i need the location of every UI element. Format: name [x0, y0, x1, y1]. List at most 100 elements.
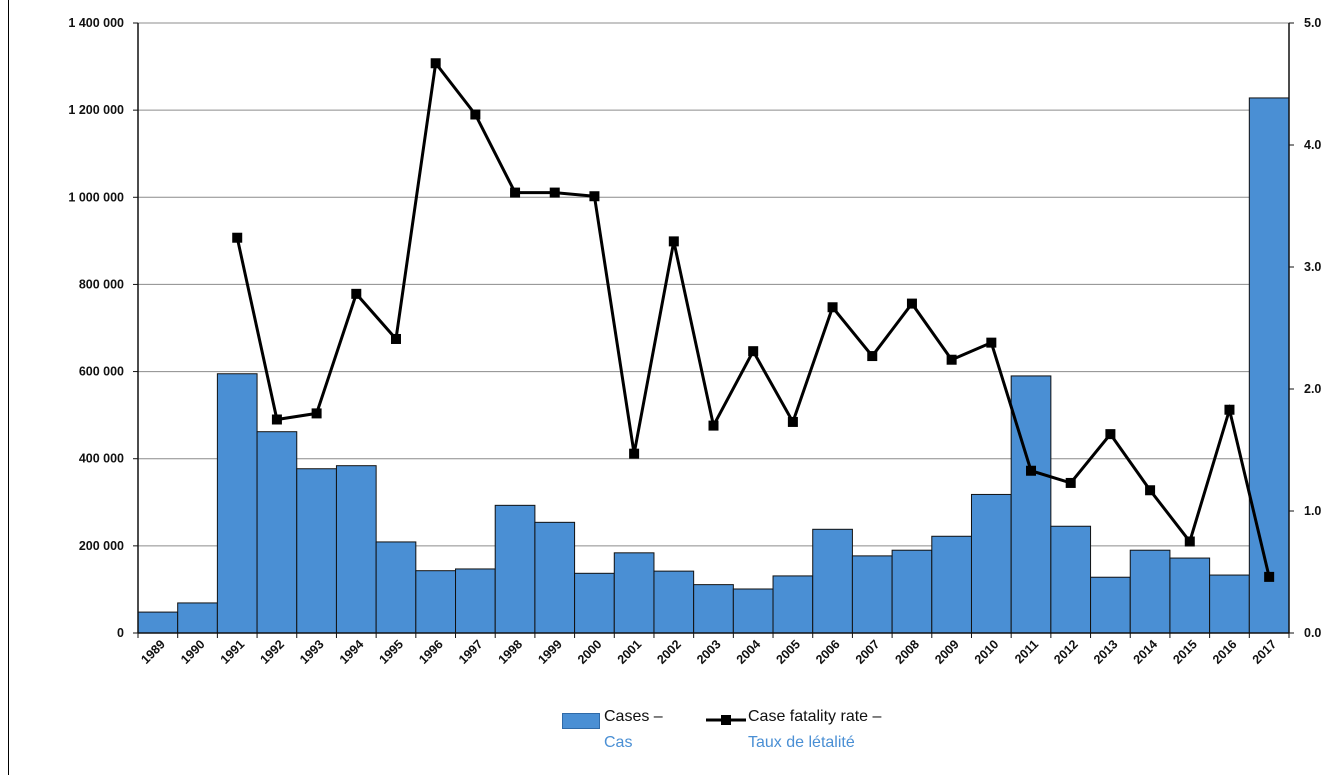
- cfr-marker-2017: [1264, 571, 1275, 582]
- x-tick-label-2017: 2017: [1250, 637, 1280, 667]
- bar-2005: [772, 575, 814, 634]
- bar-series-cases: [137, 97, 1290, 634]
- bar-1996: [415, 570, 457, 634]
- x-tick-label-1997: 1997: [456, 637, 486, 667]
- legend-swatch-cases: [562, 713, 600, 729]
- x-tick-label-1994: 1994: [337, 637, 367, 667]
- legend-label-cases-en: Cases –: [604, 708, 663, 725]
- bar-2004: [732, 588, 774, 634]
- bar-2017: [1248, 97, 1290, 634]
- x-tick-label-1991: 1991: [218, 637, 248, 667]
- x-tick-label-2006: 2006: [813, 637, 843, 667]
- x-axis-ticks: 1989 1990 1991 1992 1993 1994 1995 1996 1997 1998…: [138, 637, 1279, 667]
- x-tick-label-2001: 2001: [615, 637, 645, 667]
- x-tick-label-2009: 2009: [932, 637, 962, 667]
- bar-1989: [137, 611, 179, 634]
- cfr-marker-2009: [946, 354, 957, 365]
- bar-2002: [653, 570, 695, 634]
- x-tick-label-2000: 2000: [575, 637, 605, 667]
- y-tick-label: 1 000 000: [68, 190, 124, 204]
- cfr-marker-2003: [708, 420, 719, 431]
- x-tick-label-1995: 1995: [377, 637, 407, 667]
- cfr-marker-1991: [232, 232, 243, 243]
- x-tick-label-1999: 1999: [535, 637, 565, 667]
- bar-1994: [335, 465, 377, 634]
- x-tick-label-2014: 2014: [1131, 637, 1161, 667]
- bar-2000: [574, 572, 615, 634]
- x-tick-label-2013: 2013: [1091, 637, 1121, 667]
- x-tick-label-2007: 2007: [853, 637, 883, 667]
- cfr-marker-2002: [668, 236, 679, 247]
- y2-tick-label: 5.0: [1304, 16, 1321, 30]
- bar-2003: [693, 584, 734, 634]
- y2-tick-label: 1.0: [1304, 504, 1321, 518]
- y-tick-label: 400 000: [79, 452, 124, 466]
- x-tick-label-2012: 2012: [1051, 637, 1081, 667]
- bar-2014: [1129, 549, 1171, 634]
- x-tick-label-2002: 2002: [654, 637, 684, 667]
- bar-1991: [216, 373, 258, 634]
- chart: 0 200 000 400 000 600 000 800 000 1 000 000 1 …: [68, 16, 1321, 667]
- x-tick-label-1998: 1998: [496, 637, 526, 667]
- y-tick-label: 600 000: [79, 365, 124, 379]
- x-tick-label-1996: 1996: [416, 637, 446, 667]
- cfr-marker-1998: [510, 187, 521, 198]
- bar-2007: [851, 555, 893, 634]
- cfr-marker-1996: [430, 58, 441, 69]
- bar-2012: [1050, 525, 1092, 634]
- bar-1998: [494, 504, 536, 634]
- bar-1992: [256, 431, 298, 634]
- cfr-marker-1995: [390, 333, 401, 344]
- cfr-marker-2000: [589, 191, 600, 202]
- y2-tick-label: 2.0: [1304, 382, 1321, 396]
- y2-tick-label: 4.0: [1304, 138, 1321, 152]
- y-tick-label: 1 200 000: [68, 103, 124, 117]
- cfr-marker-1997: [470, 109, 481, 120]
- x-tick-label-2015: 2015: [1170, 637, 1200, 667]
- axes: [133, 22, 1294, 638]
- cfr-marker-2005: [787, 416, 798, 427]
- legend-label-cfr-en: Case fatality rate –: [748, 708, 882, 725]
- legend-swatch-cfr: [706, 715, 746, 725]
- y2-tick-label: 0.0: [1304, 626, 1321, 640]
- cfr-marker-2007: [867, 351, 878, 362]
- bar-2006: [812, 528, 853, 634]
- cfr-marker-2016: [1224, 404, 1235, 415]
- bar-1990: [177, 602, 218, 634]
- x-tick-label-1992: 1992: [257, 637, 287, 667]
- x-tick-label-2004: 2004: [734, 637, 764, 667]
- cfr-marker-1999: [549, 187, 560, 198]
- bar-1995: [375, 541, 417, 634]
- bar-1993: [296, 468, 337, 634]
- cfr-marker-2008: [906, 298, 917, 309]
- x-tick-label-1989: 1989: [138, 637, 168, 667]
- bar-2015: [1169, 557, 1211, 634]
- y-tick-label: 200 000: [79, 539, 124, 553]
- x-tick-label-2003: 2003: [694, 637, 724, 667]
- cfr-marker-1993: [311, 408, 322, 419]
- cfr-line: [235, 59, 1271, 578]
- y2-tick-label: 3.0: [1304, 260, 1321, 274]
- legend: Cases – Cas Case fatality rate – Taux de…: [0, 708, 1341, 768]
- left-frame-line: [8, 0, 9, 775]
- cfr-marker-2004: [748, 346, 759, 357]
- cfr-marker-2001: [629, 448, 640, 459]
- y-tick-label: 1 400 000: [68, 16, 124, 30]
- bar-1999: [534, 521, 576, 634]
- y-axis-right-ticks: 0.0 1.0 2.0 3.0 4.0 5.0: [1304, 16, 1321, 640]
- bar-2013: [1090, 576, 1131, 634]
- x-tick-label-1990: 1990: [178, 637, 208, 667]
- x-tick-label-2005: 2005: [773, 637, 803, 667]
- cfr-marker-2010: [986, 337, 997, 348]
- cfr-marker-2015: [1184, 536, 1195, 547]
- bar-2001: [613, 552, 655, 634]
- x-tick-label-2008: 2008: [893, 637, 923, 667]
- cfr-marker-2011: [1026, 465, 1037, 476]
- cfr-marker-2014: [1145, 485, 1156, 496]
- cfr-marker-2013: [1105, 429, 1116, 440]
- y-tick-label: 800 000: [79, 277, 124, 291]
- bar-2008: [891, 549, 933, 634]
- bar-2009: [931, 535, 972, 634]
- bar-2010: [970, 493, 1012, 634]
- cfr-marker-1994: [351, 288, 362, 299]
